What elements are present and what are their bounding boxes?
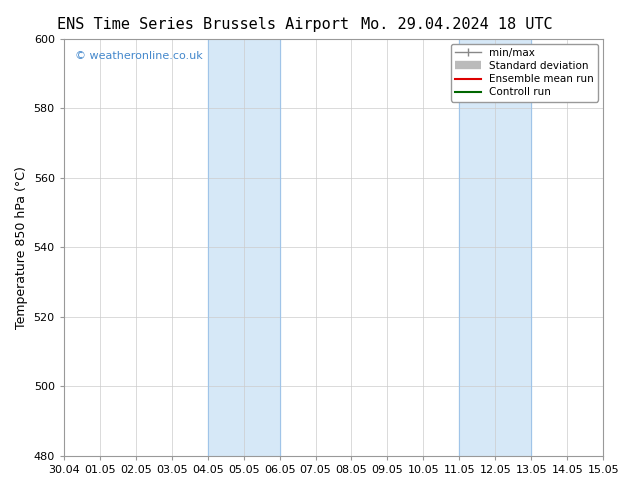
- Y-axis label: Temperature 850 hPa (°C): Temperature 850 hPa (°C): [15, 166, 28, 329]
- Bar: [460, 39, 531, 456]
- Text: © weatheronline.co.uk: © weatheronline.co.uk: [75, 51, 202, 61]
- Text: ENS Time Series Brussels Airport: ENS Time Series Brussels Airport: [57, 17, 349, 32]
- Text: Mo. 29.04.2024 18 UTC: Mo. 29.04.2024 18 UTC: [361, 17, 552, 32]
- Legend: min/max, Standard deviation, Ensemble mean run, Controll run: min/max, Standard deviation, Ensemble me…: [451, 44, 598, 101]
- Bar: [208, 39, 280, 456]
